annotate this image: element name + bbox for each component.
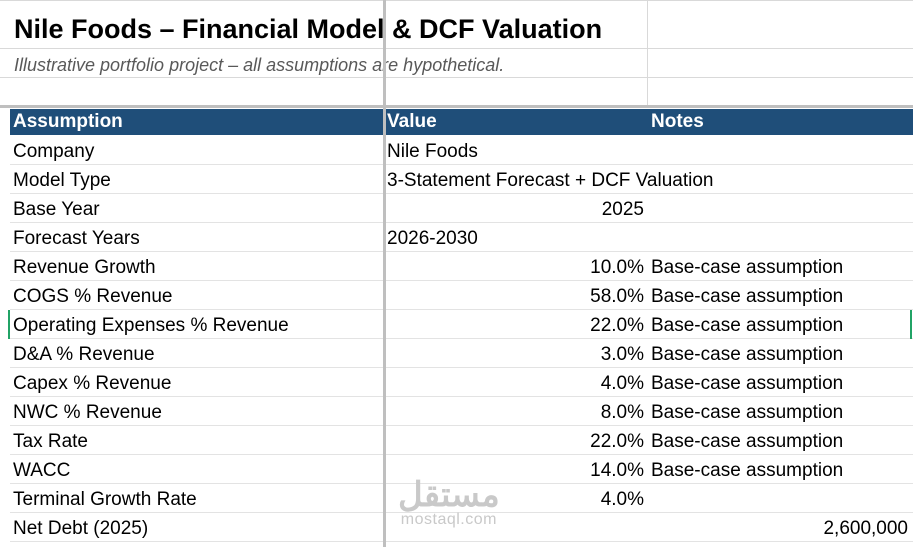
cell-label[interactable]: Revenue Growth: [13, 257, 156, 278]
cell-value[interactable]: 14.0%: [590, 460, 644, 481]
cell-label[interactable]: D&A % Revenue: [13, 344, 155, 365]
cell-label[interactable]: Forecast Years: [13, 228, 140, 249]
watermark-logo: مستقل mostaql.com: [398, 478, 500, 528]
cell-value[interactable]: 2,600,000: [823, 518, 908, 539]
header-assumption[interactable]: Assumption: [13, 111, 123, 132]
cell-value[interactable]: 22.0%: [590, 431, 644, 452]
cell-value[interactable]: 8.0%: [600, 402, 644, 423]
cell-label[interactable]: Operating Expenses % Revenue: [13, 315, 289, 336]
gridline: [10, 483, 913, 484]
cell-note[interactable]: Base-case assumption: [651, 373, 844, 394]
cell-label[interactable]: Capex % Revenue: [13, 373, 172, 394]
gridline: [10, 512, 913, 513]
header-notes[interactable]: Notes: [651, 111, 704, 132]
selection-marker: [910, 310, 912, 339]
cell-value[interactable]: 2026-2030: [387, 228, 478, 249]
watermark-latin: mostaql.com: [400, 511, 497, 528]
cell-label[interactable]: Net Debt (2025): [13, 518, 149, 539]
selection-marker: [8, 310, 10, 339]
gridline: [10, 396, 913, 397]
gridline: [0, 77, 913, 78]
cell-label[interactable]: Terminal Growth Rate: [13, 489, 197, 510]
gridline: [0, 48, 913, 49]
cell-value[interactable]: 3-Statement Forecast + DCF Valuation: [387, 170, 714, 191]
table-header-row[interactable]: [10, 109, 913, 135]
cell-value[interactable]: 4.0%: [600, 373, 644, 394]
cell-note[interactable]: Base-case assumption: [651, 286, 844, 307]
sheet-title[interactable]: Nile Foods – Financial Model & DCF Valua…: [14, 14, 603, 44]
gridline: [647, 0, 648, 105]
gridline: [10, 425, 913, 426]
cell-value[interactable]: 58.0%: [590, 286, 644, 307]
cell-note[interactable]: Base-case assumption: [651, 344, 844, 365]
cell-label[interactable]: Model Type: [13, 170, 111, 191]
gridline: [10, 280, 913, 281]
gridline: [10, 367, 913, 368]
cell-note[interactable]: Base-case assumption: [651, 257, 844, 278]
sheet-subtitle[interactable]: Illustrative portfolio project – all ass…: [14, 55, 505, 75]
cell-label[interactable]: Company: [13, 141, 95, 162]
gridline: [10, 222, 913, 223]
cell-label[interactable]: COGS % Revenue: [13, 286, 173, 307]
cell-value[interactable]: 4.0%: [600, 489, 644, 510]
cell-value[interactable]: 2025: [601, 199, 644, 220]
gridline: [10, 454, 913, 455]
watermark-arabic: مستقل: [398, 476, 500, 514]
cell-note[interactable]: Base-case assumption: [651, 431, 844, 452]
gridline: [10, 193, 913, 194]
cell-note[interactable]: Base-case assumption: [651, 402, 844, 423]
gridline: [0, 0, 913, 1]
cell-value[interactable]: 3.0%: [600, 344, 644, 365]
freeze-pane-horizontal: [0, 105, 913, 108]
gridline: [10, 164, 913, 165]
cell-value[interactable]: Nile Foods: [387, 141, 478, 162]
cell-note[interactable]: Base-case assumption: [651, 460, 844, 481]
cell-label[interactable]: NWC % Revenue: [13, 402, 162, 423]
header-value[interactable]: Value: [387, 111, 437, 132]
cell-note[interactable]: Base-case assumption: [651, 315, 844, 336]
cell-label[interactable]: Tax Rate: [13, 431, 88, 452]
gridline: [10, 251, 913, 252]
gridline: [10, 338, 913, 339]
cell-value[interactable]: 22.0%: [590, 315, 644, 336]
gridline: [10, 541, 913, 542]
cell-value[interactable]: 10.0%: [590, 257, 644, 278]
cell-label[interactable]: WACC: [13, 460, 71, 481]
gridline: [10, 309, 913, 310]
cell-label[interactable]: Base Year: [13, 199, 100, 220]
freeze-pane-vertical: [383, 0, 386, 547]
